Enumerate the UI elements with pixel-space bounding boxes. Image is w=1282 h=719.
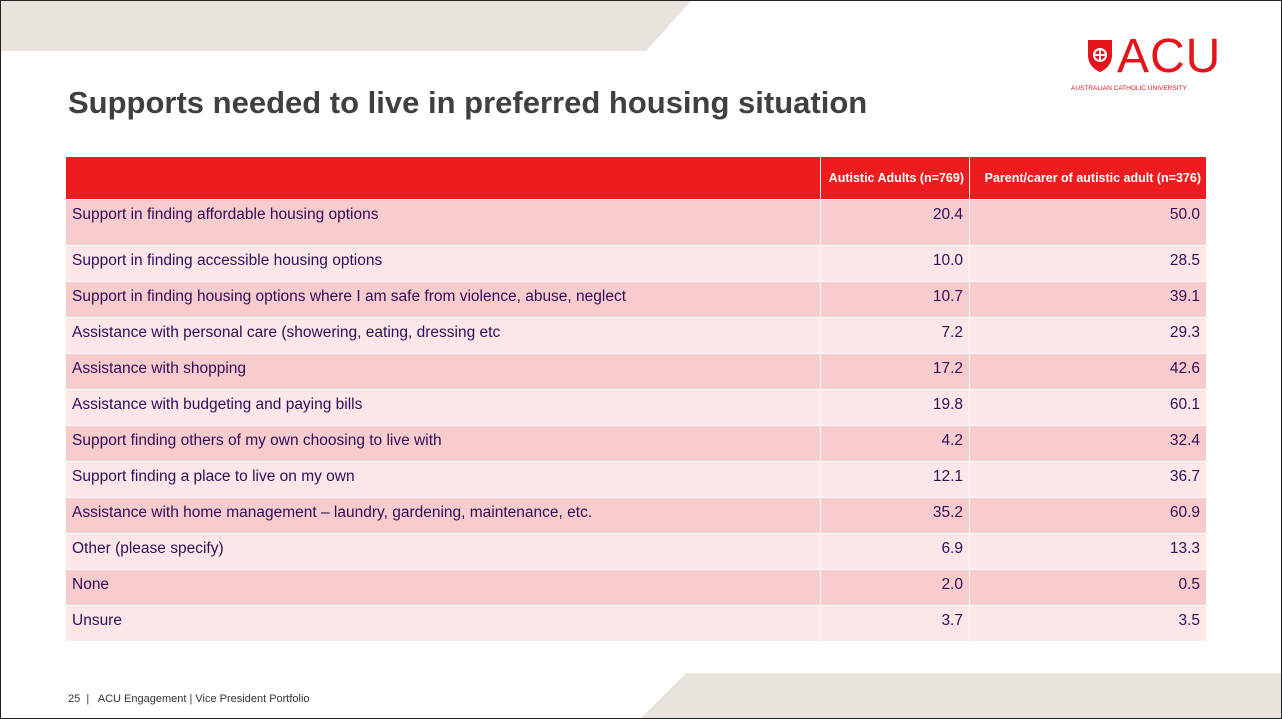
table-row: Support in finding housing options where…: [65, 281, 1207, 318]
separator: |: [80, 693, 98, 705]
footer: 25 | ACU Engagement | Vice President Por…: [68, 693, 310, 705]
footer-text: ACU Engagement | Vice President Portfoli…: [97, 693, 310, 705]
value-cell: 20.4: [820, 199, 970, 246]
value-cell: 3.7: [820, 605, 970, 642]
value-cell: 19.8: [820, 389, 970, 426]
value-cell: 6.9: [820, 533, 970, 570]
label-cell: Assistance with home management – laundr…: [65, 497, 821, 534]
value-cell: 36.7: [969, 461, 1207, 498]
label-cell: Assistance with shopping: [65, 353, 821, 390]
table: Autistic Adults (n=769) Parent/carer of a…: [65, 156, 1207, 642]
table-row: None 2.0 0.5: [65, 569, 1207, 606]
label-cell: Support in finding affordable housing op…: [65, 199, 821, 246]
value-cell: 4.2: [820, 425, 970, 462]
logo-text: ACU: [1117, 30, 1222, 83]
column-header: Parent/carer of autistic adult (n=376): [969, 156, 1207, 200]
value-cell: 7.2: [820, 317, 970, 354]
value-cell: 39.1: [969, 281, 1207, 318]
table-row: Support in finding affordable housing op…: [65, 199, 1207, 246]
value-cell: 12.1: [820, 461, 970, 498]
value-cell: 3.5: [969, 605, 1207, 642]
top-band: [1, 1, 691, 51]
value-cell: 60.9: [969, 497, 1207, 534]
table-row: Support in finding accessible housing op…: [65, 245, 1207, 282]
table-row: Assistance with shopping 17.2 42.6: [65, 353, 1207, 390]
value-cell: 17.2: [820, 353, 970, 390]
label-cell: Support finding others of my own choosin…: [65, 425, 821, 462]
value-cell: 2.0: [820, 569, 970, 606]
value-cell: 10.0: [820, 245, 970, 282]
value-cell: 13.3: [969, 533, 1207, 570]
value-cell: 42.6: [969, 353, 1207, 390]
table-row: Assistance with home management – laundr…: [65, 497, 1207, 534]
table-row: Assistance with budgeting and paying bil…: [65, 389, 1207, 426]
table-row: Unsure 3.7 3.5: [65, 605, 1207, 642]
bottom-band: [641, 673, 1281, 718]
label-cell: None: [65, 569, 821, 606]
label-cell: Unsure: [65, 605, 821, 642]
value-cell: 35.2: [820, 497, 970, 534]
value-cell: 60.1: [969, 389, 1207, 426]
value-cell: 28.5: [969, 245, 1207, 282]
table-row: Support finding a place to live on my ow…: [65, 461, 1207, 498]
column-header: Autistic Adults (n=769): [820, 156, 970, 200]
logo-shield: [1088, 40, 1112, 72]
value-cell: 50.0: [969, 199, 1207, 246]
logo-subtitle: AUSTRALIAN CATHOLIC UNIVERSITY: [1071, 85, 1187, 92]
table-row: Other (please specify) 6.9 13.3: [65, 533, 1207, 570]
page-number: 25: [68, 693, 81, 705]
column-header: [65, 156, 821, 200]
label-cell: Other (please specify): [65, 533, 821, 570]
label-cell: Support finding a place to live on my ow…: [65, 461, 821, 498]
label-cell: Assistance with budgeting and paying bil…: [65, 389, 821, 426]
label-cell: Support in finding housing options where…: [65, 281, 821, 318]
title: Supports needed to live in preferred hou…: [68, 85, 868, 120]
value-cell: 0.5: [969, 569, 1207, 606]
label-cell: Support in finding accessible housing op…: [65, 245, 821, 282]
table-row: Support finding others of my own choosin…: [65, 425, 1207, 462]
table-row: Assistance with personal care (showering…: [65, 317, 1207, 354]
value-cell: 29.3: [969, 317, 1207, 354]
value-cell: 32.4: [969, 425, 1207, 462]
label-cell: Assistance with personal care (showering…: [65, 317, 821, 354]
value-cell: 10.7: [820, 281, 970, 318]
